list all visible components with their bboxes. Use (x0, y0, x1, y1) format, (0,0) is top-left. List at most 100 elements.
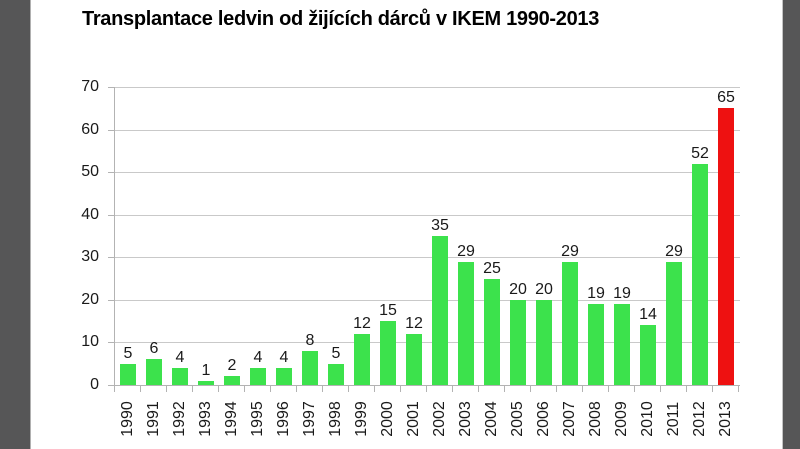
gridline (114, 172, 740, 173)
x-axis-label: 2009 (613, 401, 630, 437)
x-axis-line (114, 385, 740, 386)
bar-value-label: 29 (457, 242, 475, 260)
bar-1999 (354, 333, 370, 385)
x-axis-label: 1994 (223, 401, 240, 437)
bar-value-label: 29 (561, 242, 579, 260)
bar-2004 (484, 278, 500, 385)
bar-1993 (198, 380, 214, 385)
x-tick-mark (530, 386, 531, 392)
gridline (114, 257, 740, 258)
bar-1990 (120, 363, 136, 385)
x-tick-mark (166, 386, 167, 392)
x-tick-mark (608, 386, 609, 392)
x-axis-label: 1997 (301, 401, 318, 437)
x-tick-mark (192, 386, 193, 392)
bar-1992 (172, 367, 188, 385)
x-axis-label: 1998 (327, 401, 344, 437)
gridline (114, 342, 740, 343)
bar-1998 (328, 363, 344, 385)
bar-value-label: 4 (175, 348, 185, 366)
bar-1995 (250, 367, 266, 385)
x-axis-label: 2008 (587, 401, 604, 437)
x-axis-label: 1993 (197, 401, 214, 437)
y-axis-label: 70 (81, 78, 99, 95)
bar-value-label: 19 (587, 285, 605, 303)
x-axis-label: 1995 (249, 401, 266, 437)
x-axis-label: 2000 (379, 401, 396, 437)
x-tick-mark (244, 386, 245, 392)
bar-value-label: 14 (639, 306, 657, 324)
x-axis-label: 2006 (535, 401, 552, 437)
y-axis-label: 10 (81, 333, 99, 350)
y-axis-label: 0 (90, 376, 99, 393)
x-axis-label: 2001 (405, 401, 422, 437)
x-axis-label: 2011 (665, 401, 682, 437)
bar-1997 (302, 350, 318, 385)
y-tick-mark (108, 385, 114, 386)
bar-value-label: 6 (149, 340, 159, 358)
bar-2007 (562, 261, 578, 385)
y-tick-mark (108, 257, 114, 258)
x-tick-mark (218, 386, 219, 392)
bar-value-label: 25 (483, 259, 501, 277)
bar-1994 (224, 376, 240, 385)
bar-2006 (536, 299, 552, 385)
bar-2008 (588, 304, 604, 385)
gridline (114, 130, 740, 131)
bar-2009 (614, 304, 630, 385)
x-axis-label: 2005 (509, 401, 526, 437)
bar-value-label: 12 (353, 314, 371, 332)
y-axis-label: 60 (81, 121, 99, 138)
y-tick-mark (108, 87, 114, 88)
bar-value-label: 5 (331, 344, 341, 362)
x-axis-label: 1990 (119, 401, 136, 437)
x-tick-mark (140, 386, 141, 392)
gridline (114, 300, 740, 301)
gridline (114, 215, 740, 216)
gridline (114, 87, 740, 88)
bar-1996 (276, 367, 292, 385)
bar-2001 (406, 333, 422, 385)
bar-value-label: 35 (431, 217, 449, 234)
x-axis-label: 2002 (431, 401, 448, 437)
x-axis-label: 2007 (561, 401, 578, 437)
x-tick-mark (582, 386, 583, 392)
x-axis-label: 1996 (275, 401, 292, 437)
x-tick-mark (556, 386, 557, 392)
y-axis-label: 40 (81, 206, 99, 223)
y-axis-label: 30 (81, 248, 99, 265)
y-axis-label: 50 (81, 163, 99, 180)
x-tick-mark (686, 386, 687, 392)
right-letterbox (782, 0, 800, 449)
x-tick-mark (660, 386, 661, 392)
x-axis-label: 2010 (639, 401, 656, 437)
y-tick-mark (108, 342, 114, 343)
x-tick-mark (400, 386, 401, 392)
x-tick-mark (322, 386, 323, 392)
x-axis-label: 2012 (691, 401, 708, 437)
x-tick-mark (114, 386, 115, 392)
bar-value-label: 20 (535, 280, 553, 298)
x-axis-label: 1999 (353, 401, 370, 437)
bar-2011 (666, 261, 682, 385)
x-axis-label: 2003 (457, 401, 474, 437)
x-tick-mark (478, 386, 479, 392)
bar-2000 (380, 321, 396, 385)
x-tick-mark (452, 386, 453, 392)
x-tick-mark (712, 386, 713, 392)
bar-value-label: 8 (305, 331, 315, 349)
bar-2002 (432, 236, 448, 385)
x-tick-mark (504, 386, 505, 392)
left-letterbox (0, 0, 31, 449)
x-axis-label: 2013 (717, 401, 734, 437)
y-axis-label: 20 (81, 291, 99, 308)
x-tick-mark (296, 386, 297, 392)
bar-2013 (718, 108, 734, 385)
bar-value-label: 65 (717, 89, 735, 107)
x-tick-mark (374, 386, 375, 392)
bar-value-label: 20 (509, 280, 527, 298)
x-tick-mark (348, 386, 349, 392)
bar-value-label: 5 (123, 344, 133, 362)
